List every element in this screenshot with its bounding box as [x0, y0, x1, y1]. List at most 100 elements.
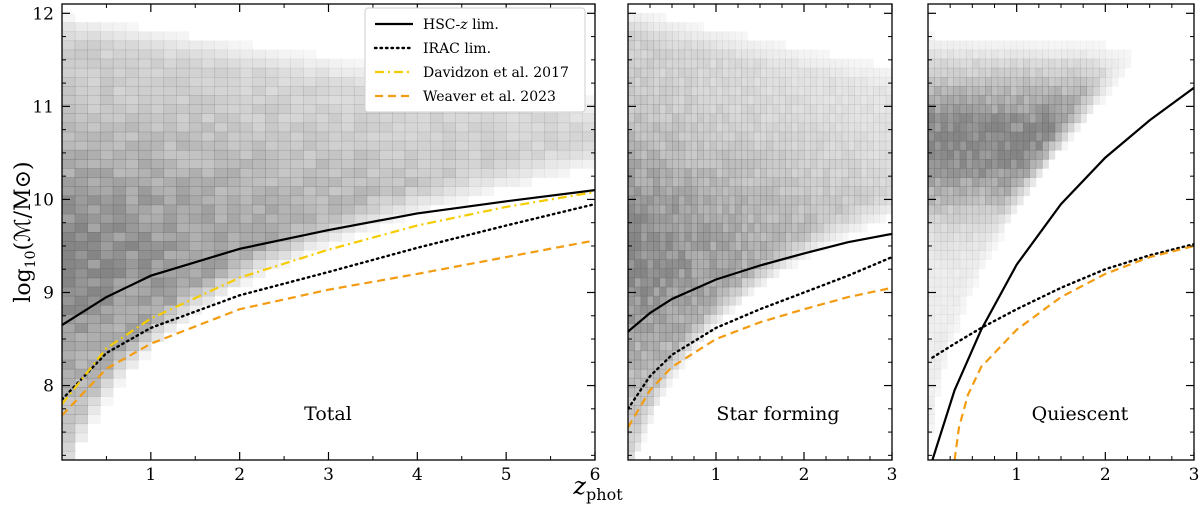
heatmap-cell	[665, 268, 673, 279]
heatmap-cell	[978, 67, 986, 78]
heatmap-cell	[646, 377, 654, 388]
heatmap-cell	[62, 323, 76, 333]
heatmap-cell	[678, 213, 686, 224]
heatmap-cell	[150, 122, 165, 133]
heatmap-cell	[87, 177, 101, 187]
heatmap-cell	[214, 232, 228, 242]
heatmap-cell	[227, 122, 241, 133]
heatmap-cell	[665, 67, 673, 78]
heatmap-cell	[138, 323, 152, 333]
heatmap-cell	[978, 86, 986, 96]
heatmap-cell	[722, 268, 730, 279]
heatmap-cell	[100, 350, 114, 361]
heatmap-cell	[659, 305, 667, 315]
heatmap-cell	[646, 22, 654, 32]
heatmap-cell	[62, 450, 76, 460]
heatmap-cell	[653, 396, 660, 406]
heatmap-cell	[653, 40, 660, 51]
heatmap-cell	[100, 250, 114, 260]
heatmap-cell	[678, 295, 686, 306]
heatmap-cell	[1067, 113, 1075, 124]
heatmap-cell	[760, 149, 767, 160]
heatmap-cell	[163, 277, 177, 288]
heatmap-cell	[1004, 213, 1011, 224]
heatmap-cell	[176, 31, 190, 42]
heatmap-cell	[741, 204, 748, 215]
heatmap-cell	[138, 159, 152, 169]
heatmap-cell	[163, 241, 177, 251]
heatmap-cell	[972, 149, 980, 160]
heatmap-cell	[74, 323, 88, 333]
heatmap-cell	[665, 22, 673, 32]
heatmap-cell	[760, 268, 767, 279]
heatmap-cell	[125, 277, 139, 288]
heatmap-cell	[277, 195, 291, 206]
heatmap-cell	[150, 104, 165, 114]
heatmap-cell	[176, 222, 190, 233]
heatmap-cell	[772, 104, 780, 114]
heatmap-cell	[716, 149, 723, 160]
heatmap-cell	[879, 159, 887, 169]
heatmap-cell	[797, 49, 805, 60]
heatmap-cell	[966, 131, 973, 142]
heatmap-cell	[125, 122, 139, 133]
heatmap-cell	[690, 122, 698, 133]
heatmap-cell	[188, 159, 203, 169]
heatmap-cell	[766, 113, 774, 124]
heatmap-cell	[430, 131, 444, 142]
heatmap-cell	[1048, 86, 1056, 96]
heatmap-cell	[150, 49, 165, 60]
heatmap-cell	[277, 77, 291, 87]
heatmap-cell	[829, 58, 836, 69]
heatmap-cell	[991, 186, 999, 197]
heatmap-cell	[747, 159, 755, 169]
heatmap-cell	[966, 259, 973, 270]
heatmap-cell	[634, 277, 642, 288]
heatmap-cell	[879, 168, 887, 178]
heatmap-cell	[277, 131, 291, 142]
heatmap-cell	[829, 168, 836, 178]
heatmap-cell	[640, 140, 648, 151]
heatmap-cell	[417, 131, 431, 142]
heatmap-cell	[100, 341, 114, 352]
heatmap-cell	[468, 149, 482, 160]
heatmap-cell	[646, 305, 654, 315]
heatmap-cell	[659, 22, 667, 32]
heatmap-cell	[640, 305, 648, 315]
heatmap-cell	[659, 222, 667, 233]
heatmap-cell	[628, 149, 635, 160]
heatmap-cell	[227, 113, 241, 124]
heatmap-cell	[697, 86, 704, 96]
heatmap-cell	[978, 168, 986, 178]
heatmap-cell	[176, 168, 190, 178]
heatmap-cell	[227, 250, 241, 260]
heatmap-cell	[665, 323, 673, 333]
heatmap-cell	[835, 122, 843, 133]
heatmap-cell	[62, 131, 76, 142]
heatmap-cell	[810, 122, 818, 133]
heatmap-cell	[722, 122, 730, 133]
heatmap-cell	[252, 186, 266, 197]
heatmap-cell	[653, 387, 660, 397]
heatmap-cell	[985, 86, 992, 96]
y-tick-label: 9	[43, 283, 54, 303]
heatmap-cell	[985, 122, 992, 133]
heatmap-cell	[634, 31, 642, 42]
heatmap-cell	[716, 213, 723, 224]
heatmap-cell	[947, 332, 954, 342]
heatmap-cell	[959, 77, 967, 87]
heatmap-cell	[697, 104, 704, 114]
heatmap-cell	[991, 67, 999, 78]
heatmap-cell	[928, 67, 935, 78]
heatmap-cell	[835, 113, 843, 124]
heatmap-cell	[1048, 77, 1056, 87]
heatmap-cell	[366, 122, 380, 133]
heatmap-cell	[163, 104, 177, 114]
heatmap-cell	[991, 122, 999, 133]
heatmap-cell	[341, 95, 355, 105]
heatmap-cell	[991, 104, 999, 114]
heatmap-cell	[978, 104, 986, 114]
heatmap-cell	[934, 377, 942, 388]
heatmap-cell	[822, 222, 830, 233]
heatmap-cell	[341, 122, 355, 133]
